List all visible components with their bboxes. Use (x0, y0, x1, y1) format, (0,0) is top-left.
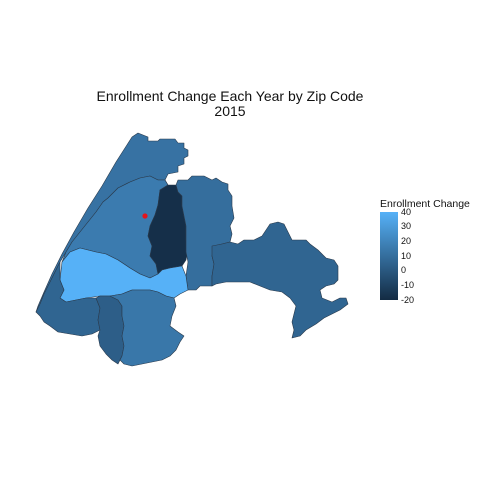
zip-region-south-center (109, 289, 185, 367)
title-main: Enrollment Change Each Year by Zip Code (96, 88, 364, 104)
legend-tick-label: 40 (401, 206, 412, 217)
legend-tick-label: 10 (401, 250, 412, 261)
legend-tick-label: -10 (401, 279, 415, 290)
legend-tick-label: 0 (401, 265, 407, 276)
title-year: 2015 (214, 103, 246, 119)
legend-colorbar (380, 212, 398, 300)
legend-tick-label: 20 (401, 235, 412, 246)
legend-title: Enrollment Change (380, 198, 470, 210)
location-marker (142, 213, 148, 219)
zip-region-east (211, 221, 349, 339)
zip-region-southwest (35, 261, 101, 337)
legend-tick-label: -20 (401, 294, 415, 305)
legend-tick-label: 30 (401, 221, 412, 232)
zip-region-south-left (95, 295, 125, 365)
